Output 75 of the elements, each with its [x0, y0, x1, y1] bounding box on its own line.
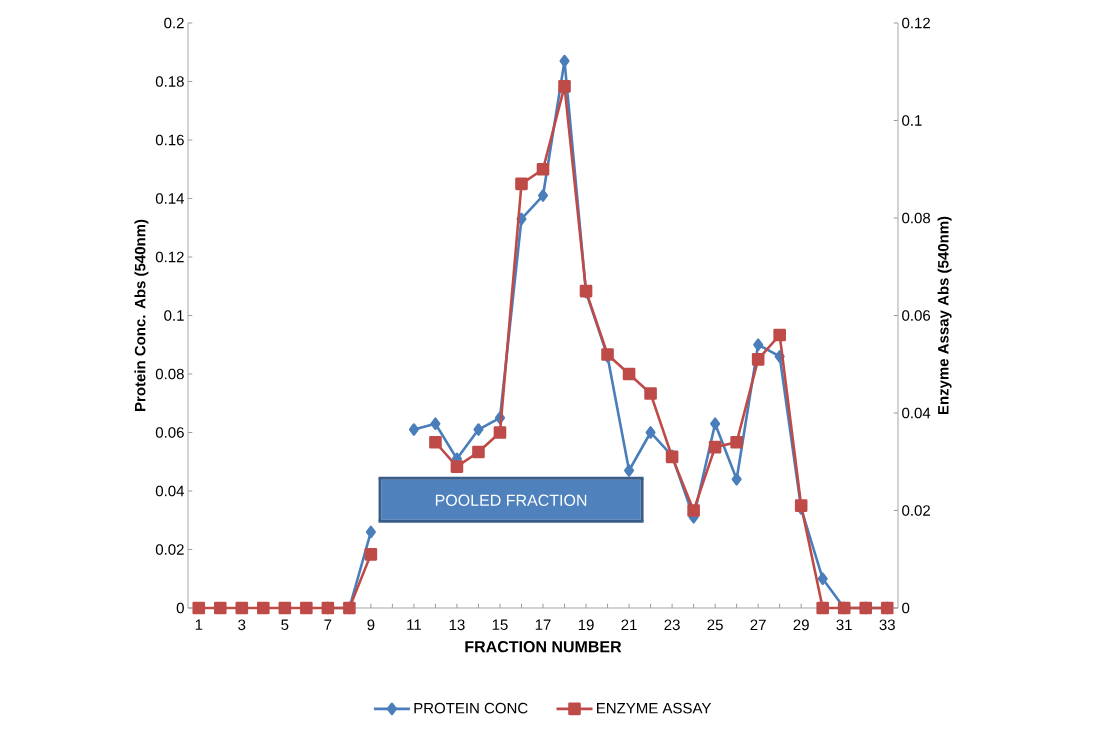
x-tick-label: 5 [281, 619, 289, 630]
y2-tick-label: 0.02 [902, 505, 930, 516]
y-axis-title: Protein Conc. Abs (540nm) [134, 219, 149, 412]
y-tick-label: 0.12 [155, 251, 184, 263]
x-tick-label: 25 [707, 619, 723, 631]
y-tick-label: 0.2 [164, 17, 184, 29]
point [730, 435, 743, 449]
point [644, 387, 657, 400]
point [365, 525, 376, 539]
point [408, 423, 419, 436]
x-tick-label: 9 [367, 619, 375, 631]
x-tick-label: 21 [621, 619, 637, 630]
point [536, 162, 550, 176]
point [753, 338, 764, 352]
point [473, 423, 484, 436]
y2-tick-label: 0.08 [902, 212, 931, 224]
point [430, 417, 441, 431]
point [429, 435, 442, 449]
y2-axis-title: Enzyme Assay Abs (540nm) [937, 216, 952, 415]
x-tick-label: 33 [879, 619, 895, 631]
legend-label: ENZYME ASSAY [597, 702, 712, 714]
point [213, 601, 227, 615]
point [773, 328, 786, 342]
point [710, 417, 721, 431]
y-tick-label: 0.1 [164, 310, 184, 321]
y-tick-label: 0.14 [155, 193, 185, 204]
point [493, 426, 507, 439]
y-tick-label: 0.06 [155, 427, 184, 438]
point [278, 601, 292, 615]
point [300, 601, 313, 615]
x-tick-label: 3 [238, 619, 246, 631]
point [537, 189, 549, 202]
y2-tick-label: 0 [902, 602, 910, 614]
x-tick-label: 15 [492, 619, 508, 630]
point [450, 460, 464, 473]
point [751, 353, 765, 366]
annotation: POOLED FRACTION [435, 494, 587, 506]
point [192, 601, 206, 615]
x-axis-title: FRACTION NUMBER [465, 641, 622, 653]
point [558, 80, 571, 93]
y-tick-label: 0.16 [155, 134, 184, 146]
y2-tick-label: 0.12 [902, 17, 930, 29]
y-tick-label: 0 [176, 602, 184, 614]
point [624, 464, 635, 477]
point [559, 54, 570, 68]
y-tick-label: 0.02 [155, 544, 184, 555]
x-tick-label: 29 [793, 619, 809, 631]
x-tick-label: 23 [664, 619, 680, 631]
x-tick-label: 19 [578, 619, 594, 631]
point [708, 440, 722, 454]
y-tick-label: 0.18 [155, 76, 184, 87]
point [472, 445, 485, 459]
x-tick-label: 1 [195, 619, 203, 630]
legend-label: PROTEIN CONC [414, 702, 528, 714]
y-tick-label: 0.04 [155, 485, 185, 497]
point [364, 548, 378, 561]
y2-tick-label: 0.04 [902, 407, 931, 419]
y2-tick-label: 0.1 [902, 115, 922, 126]
point [816, 601, 829, 615]
point [645, 426, 656, 439]
point [257, 601, 270, 615]
x-tick-label: 31 [836, 619, 852, 631]
point [687, 504, 700, 517]
x-tick-label: 27 [750, 619, 766, 630]
x-tick-label: 17 [535, 619, 551, 630]
y2-tick-label: 0.06 [902, 310, 931, 321]
x-tick-label: 7 [324, 619, 332, 630]
point [235, 601, 249, 615]
x-tick-label: 11 [407, 619, 421, 630]
point [817, 572, 828, 586]
x-tick-label: 13 [449, 619, 465, 631]
y-tick-label: 0.08 [155, 368, 184, 380]
point [622, 367, 636, 381]
point [515, 177, 528, 191]
point [731, 472, 742, 486]
